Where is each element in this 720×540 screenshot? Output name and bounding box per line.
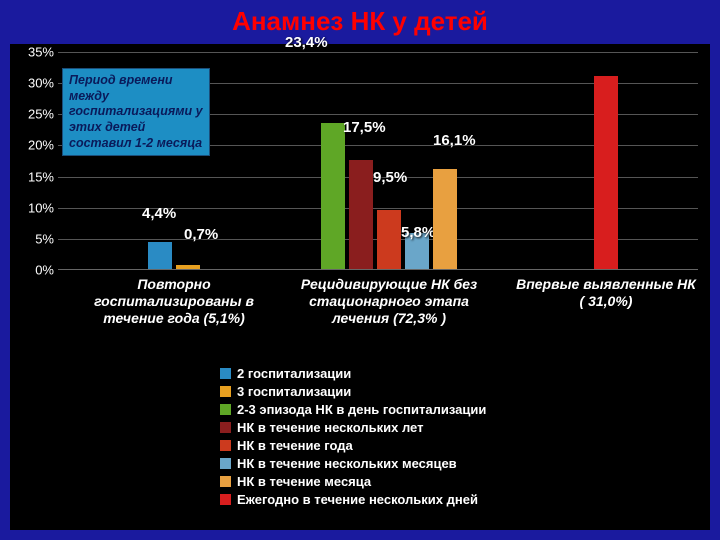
legend-label: Ежегодно в течение нескольких дней <box>237 492 478 507</box>
legend: 2 госпитализации 3 госпитализации 2-3 эпи… <box>220 366 486 510</box>
bar <box>148 242 172 269</box>
legend-label: 2-3 эпизода НК в день госпитализации <box>237 402 486 417</box>
y-tick-label: 15% <box>14 169 54 184</box>
bar <box>377 210 401 269</box>
bar <box>176 265 200 269</box>
legend-label: 3 госпитализации <box>237 384 351 399</box>
legend-item: Ежегодно в течение нескольких дней <box>220 492 486 507</box>
bar <box>349 160 373 269</box>
bar-value-label: 16,1% <box>433 132 476 149</box>
y-tick-label: 25% <box>14 107 54 122</box>
legend-item: НК в течение нескольких лет <box>220 420 486 435</box>
legend-swatch <box>220 494 231 505</box>
bar <box>321 123 345 269</box>
legend-item: НК в течение года <box>220 438 486 453</box>
bar-group: 23,4%17,5%9,5%5,8%16,1% <box>284 52 494 269</box>
x-category-label: Рецидивирующие НК без стационарного этап… <box>284 276 494 326</box>
y-tick-label: 30% <box>14 76 54 91</box>
bar-group <box>514 52 698 269</box>
legend-swatch <box>220 458 231 469</box>
bar-value-label: 0,7% <box>184 226 218 243</box>
legend-label: НК в течение года <box>237 438 353 453</box>
x-category-label: Впервые выявленные НК ( 31,0%) <box>514 276 698 310</box>
legend-swatch <box>220 404 231 415</box>
legend-label: НК в течение нескольких лет <box>237 420 423 435</box>
y-tick-label: 5% <box>14 231 54 246</box>
chart-area: 4,4%0,7%23,4%17,5%9,5%5,8%16,1% Период в… <box>10 44 710 530</box>
y-tick-label: 0% <box>14 263 54 278</box>
bar <box>594 76 618 269</box>
legend-swatch <box>220 476 231 487</box>
slide-title: Анамнез НК у детей <box>0 6 720 37</box>
legend-label: НК в течение нескольких месяцев <box>237 456 457 471</box>
legend-item: 3 госпитализации <box>220 384 486 399</box>
legend-swatch <box>220 386 231 397</box>
y-tick-label: 35% <box>14 45 54 60</box>
bar <box>433 169 457 269</box>
note-box: Период времени между госпитализациями у … <box>62 68 210 156</box>
legend-item: НК в течение нескольких месяцев <box>220 456 486 471</box>
bar-value-label: 9,5% <box>373 169 407 186</box>
bar-value-label: 5,8% <box>401 224 435 241</box>
legend-item: 2-3 эпизода НК в день госпитализации <box>220 402 486 417</box>
slide: Анамнез НК у детей 4,4% 0,7% 23,4% 17,5% 9,5… <box>0 0 720 540</box>
y-tick-label: 20% <box>14 138 54 153</box>
legend-swatch <box>220 422 231 433</box>
legend-swatch <box>220 440 231 451</box>
legend-label: 2 госпитализации <box>237 366 351 381</box>
bar-value-label: 17,5% <box>343 119 386 136</box>
bar-value-label: 23,4% <box>285 34 328 51</box>
x-category-label: Повторно госпитализированы в течение год… <box>74 276 274 326</box>
bar-value-label: 4,4% <box>142 205 176 222</box>
legend-item: 2 госпитализации <box>220 366 486 381</box>
legend-label: НК в течение месяца <box>237 474 371 489</box>
y-tick-label: 10% <box>14 200 54 215</box>
legend-swatch <box>220 368 231 379</box>
legend-item: НК в течение месяца <box>220 474 486 489</box>
